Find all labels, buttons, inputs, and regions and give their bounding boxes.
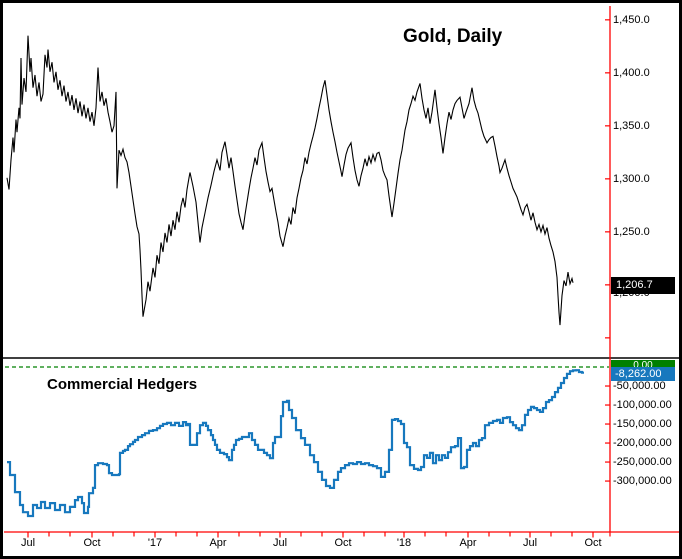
gold-price-series: [6, 35, 574, 326]
gold-plot-area[interactable]: [5, 5, 610, 358]
gold-chart-title: Gold, Daily: [403, 26, 503, 47]
hedgers-last-value: -8,262.00: [615, 368, 662, 380]
hedgers-chart-title: Commercial Hedgers: [47, 376, 198, 393]
gold-last-price-value: 1,206.7: [616, 279, 653, 291]
gold-last-price-box: 1,206.7: [611, 277, 675, 294]
hedgers-zero-value: 0.00: [633, 360, 653, 367]
hedgers-series: [7, 369, 584, 518]
hedgers-zero-label-box: 0.00: [611, 360, 675, 367]
hedgers-last-value-box: -8,262.00: [611, 367, 675, 381]
